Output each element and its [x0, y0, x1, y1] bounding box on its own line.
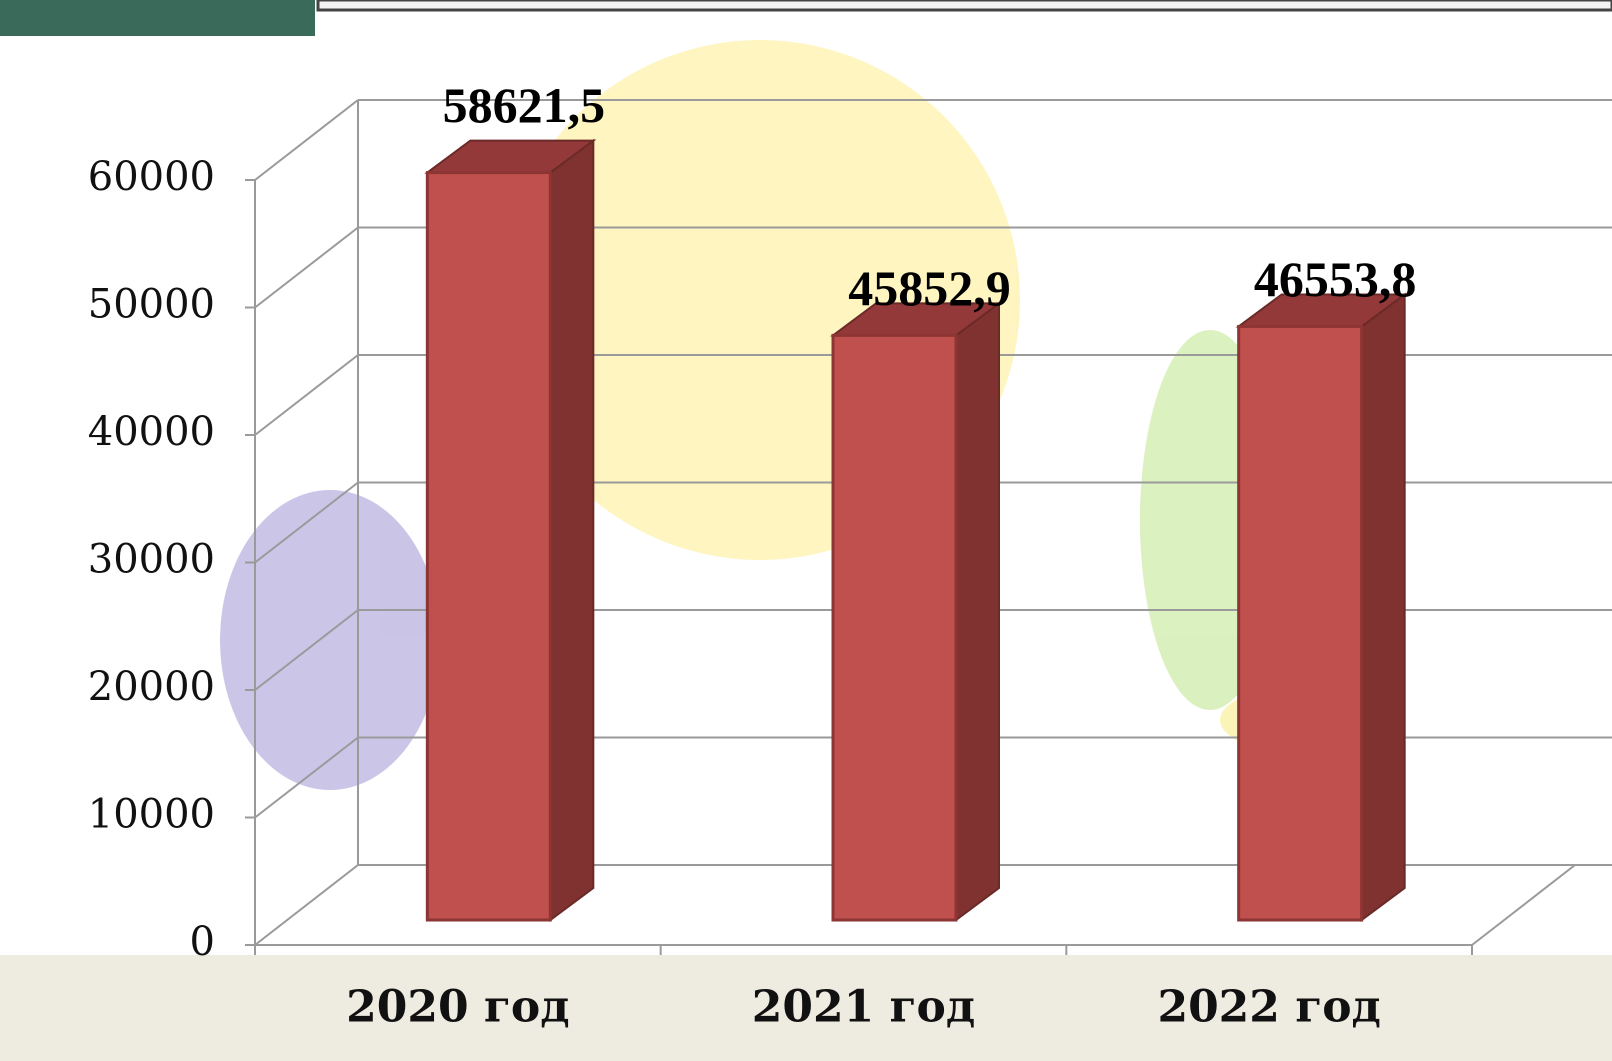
grid-line	[254, 99, 359, 181]
bar-front	[1237, 324, 1364, 922]
value-label: 46553,8	[1254, 251, 1417, 307]
bar	[829, 301, 1003, 922]
y-tick-label: 60000	[88, 154, 215, 200]
background-decor	[220, 40, 1400, 790]
bar-front	[831, 333, 958, 922]
bar	[1235, 292, 1408, 922]
bar-front	[425, 171, 552, 922]
value-label: 58621,5	[443, 77, 606, 133]
y-tick-label: 40000	[88, 409, 215, 455]
bar-side	[549, 138, 595, 922]
grid-line	[254, 609, 359, 691]
top-bar	[316, 0, 1612, 12]
grid-line	[254, 864, 359, 946]
grid-line	[254, 736, 359, 819]
floor-right-edge	[1471, 864, 1576, 946]
y-tick-label: 10000	[88, 792, 215, 838]
x-tick-label: 2022 год	[1157, 982, 1380, 1033]
grid-line	[254, 481, 359, 564]
footer-band	[0, 955, 1612, 1061]
bar-side	[1360, 292, 1406, 922]
decor-mask	[220, 490, 440, 790]
bar	[424, 138, 597, 922]
grid-line	[254, 354, 359, 436]
bar-side	[955, 301, 1000, 922]
corner-photo	[0, 0, 315, 36]
y-tick-label: 30000	[88, 537, 215, 583]
x-tick-label: 2021 год	[752, 982, 975, 1033]
y-tick-label: 50000	[88, 282, 215, 328]
y-tick-label: 0	[190, 919, 215, 965]
y-tick-label: 20000	[88, 664, 215, 710]
value-label: 45852,9	[848, 260, 1011, 316]
grid-line	[254, 226, 359, 309]
x-tick-label: 2020 год	[346, 982, 569, 1033]
